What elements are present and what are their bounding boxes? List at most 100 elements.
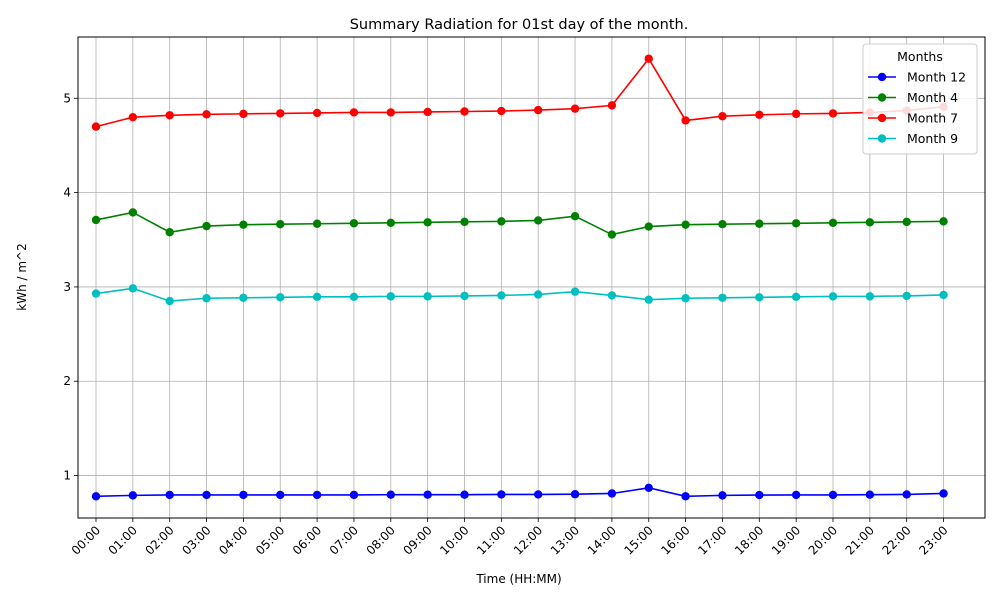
data-point-month-7: [239, 109, 248, 119]
x-tick-label: 22:00: [879, 523, 913, 557]
legend-label-month-12: Month 12: [907, 70, 966, 85]
legend-marker-month-4: [877, 93, 887, 102]
chart-title: Summary Radiation for 01st day of the mo…: [350, 17, 689, 33]
data-point-month-12: [497, 490, 506, 499]
data-point-month-7: [386, 108, 395, 117]
data-point-month-4: [497, 217, 506, 226]
data-point-month-7: [276, 109, 285, 118]
data-point-month-12: [91, 492, 101, 501]
data-point-month-4: [165, 228, 174, 237]
x-tick-label: 00:00: [69, 523, 103, 557]
data-point-month-4: [202, 221, 211, 231]
legend-label-month-9: Month 9: [907, 131, 958, 146]
legend-box: [862, 43, 978, 155]
data-point-month-9: [165, 296, 174, 306]
data-point-month-12: [349, 490, 359, 500]
data-point-month-12: [865, 490, 875, 499]
data-point-month-9: [534, 290, 543, 299]
x-tick-label: 13:00: [548, 523, 582, 557]
data-point-month-9: [644, 295, 653, 304]
data-point-month-7: [497, 106, 506, 116]
data-point-month-12: [644, 483, 653, 493]
data-point-month-7: [570, 104, 580, 113]
x-tick-label: 16:00: [658, 523, 692, 557]
data-point-month-4: [865, 218, 875, 227]
data-point-month-7: [202, 110, 211, 119]
data-point-month-12: [607, 489, 617, 498]
legend-title: Months: [897, 49, 943, 64]
y-axis: 1 2 3 4 5: [63, 91, 78, 483]
data-point-month-12: [681, 492, 690, 501]
data-point-month-7: [460, 107, 469, 116]
data-point-month-7: [91, 122, 101, 131]
x-tick-label: 14:00: [585, 523, 619, 557]
data-point-month-4: [828, 218, 838, 227]
data-point-month-12: [276, 490, 285, 500]
x-tick-label: 04:00: [216, 523, 250, 557]
legend: Months Month 12 Month 4 Month 7 Month 9: [862, 43, 978, 155]
data-point-month-12: [570, 490, 580, 499]
series-line-month-4: [95, 211, 944, 236]
data-point-month-4: [239, 220, 248, 229]
x-tick-label: 18:00: [732, 523, 766, 557]
data-point-month-12: [902, 490, 911, 499]
data-point-month-9: [276, 293, 285, 302]
data-point-month-9: [681, 294, 690, 303]
data-point-month-9: [202, 294, 211, 303]
data-point-month-9: [349, 292, 359, 302]
data-point-month-7: [791, 109, 801, 119]
data-point-month-12: [423, 490, 432, 499]
legend-marker-month-12: [877, 72, 887, 82]
x-tick-label: 10:00: [437, 523, 471, 557]
data-point-month-4: [276, 220, 285, 229]
data-point-month-9: [386, 292, 395, 301]
data-point-month-9: [939, 290, 948, 300]
data-point-month-7: [755, 110, 764, 120]
x-tick-label: 21:00: [843, 523, 877, 557]
x-tick-label: 03:00: [179, 523, 213, 557]
data-point-month-9: [239, 293, 248, 302]
data-point-month-4: [91, 215, 101, 225]
data-point-month-12: [939, 489, 948, 498]
data-point-month-9: [718, 293, 727, 302]
data-point-month-12: [312, 490, 322, 500]
series-line-month-7: [95, 57, 944, 128]
legend-marker-month-7: [877, 113, 887, 123]
x-tick-label: 20:00: [806, 523, 840, 557]
data-point-month-12: [165, 490, 174, 500]
data-point-month-7: [607, 101, 617, 110]
x-axis: 00:00 01:00 02:00 03:00 04:00 05:00 06:00 07:00…: [69, 518, 951, 558]
data-point-month-9: [460, 291, 469, 301]
data-point-month-9: [902, 291, 911, 301]
data-point-month-4: [570, 211, 580, 221]
x-tick-label: 08:00: [364, 523, 398, 557]
y-tick-label: 1: [63, 469, 71, 483]
x-tick-label: 17:00: [695, 523, 729, 557]
legend-marker-month-9: [877, 134, 887, 143]
x-axis-label: Time (HH:MM): [475, 572, 561, 586]
data-point-month-7: [681, 116, 690, 125]
data-point-month-12: [128, 491, 138, 500]
data-point-month-7: [828, 109, 838, 118]
x-tick-label: 12:00: [511, 523, 545, 557]
data-point-month-12: [239, 490, 248, 500]
x-tick-label: 11:00: [474, 523, 508, 557]
data-point-month-7: [312, 108, 322, 118]
data-point-month-4: [644, 222, 653, 231]
data-point-month-4: [423, 218, 432, 227]
data-point-month-4: [755, 219, 764, 228]
grid-layer: [78, 37, 985, 518]
data-point-month-4: [312, 219, 322, 228]
legend-label-month-7: Month 7: [907, 111, 958, 126]
x-tick-label: 06:00: [290, 523, 324, 557]
data-point-month-12: [828, 490, 838, 500]
x-tick-label: 23:00: [916, 523, 950, 557]
x-tick-label: 05:00: [253, 523, 287, 557]
data-point-month-12: [534, 490, 543, 499]
data-point-month-9: [755, 293, 764, 302]
data-point-month-9: [423, 292, 432, 301]
series-line-month-9: [95, 287, 944, 302]
data-point-month-9: [607, 291, 617, 300]
data-point-month-4: [349, 219, 359, 228]
